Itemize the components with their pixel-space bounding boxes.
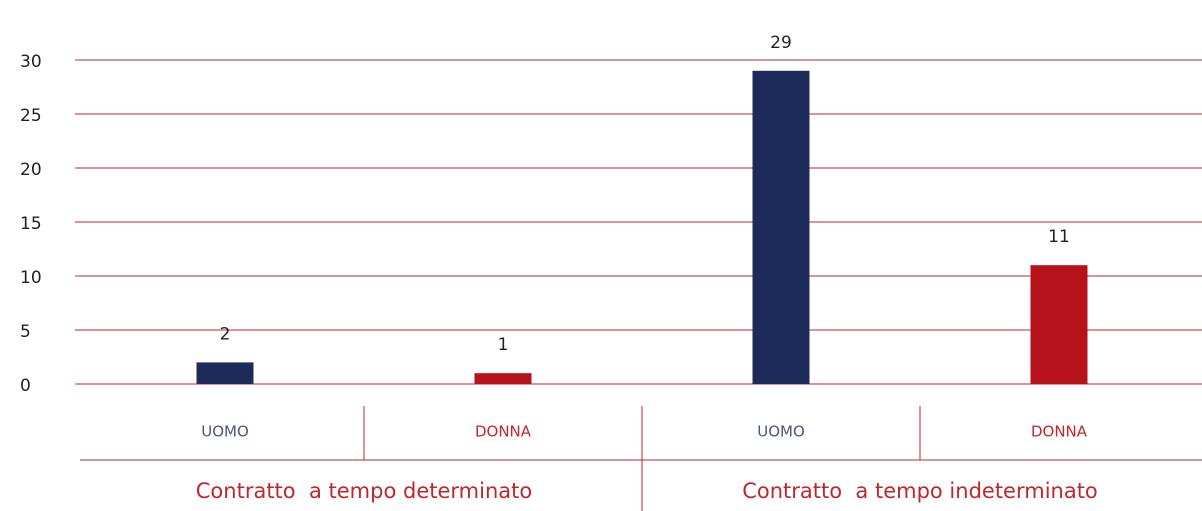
group-label: Contratto a tempo determinato (196, 479, 532, 503)
x-tick-label: UOMO (201, 423, 249, 441)
x-tick-label: DONNA (475, 423, 532, 441)
group-label: Contratto a tempo indeterminato (742, 479, 1098, 503)
value-label: 2 (220, 324, 231, 344)
bar (1030, 265, 1088, 384)
x-tick-label: UOMO (757, 423, 805, 441)
y-tick-label: 10 (20, 268, 42, 288)
y-tick-label: 20 (20, 160, 42, 180)
y-tick-label: 0 (20, 376, 31, 396)
bar (474, 373, 532, 384)
x-tick-label: DONNA (1031, 423, 1088, 441)
bar (196, 362, 254, 384)
value-label: 11 (1048, 227, 1070, 247)
y-tick-label: 25 (20, 106, 42, 126)
y-tick-label: 5 (20, 322, 31, 342)
y-tick-label: 15 (20, 214, 42, 234)
y-tick-label: 30 (20, 52, 42, 72)
bar (752, 70, 810, 385)
value-label: 29 (770, 33, 792, 53)
value-label: 1 (498, 335, 509, 355)
